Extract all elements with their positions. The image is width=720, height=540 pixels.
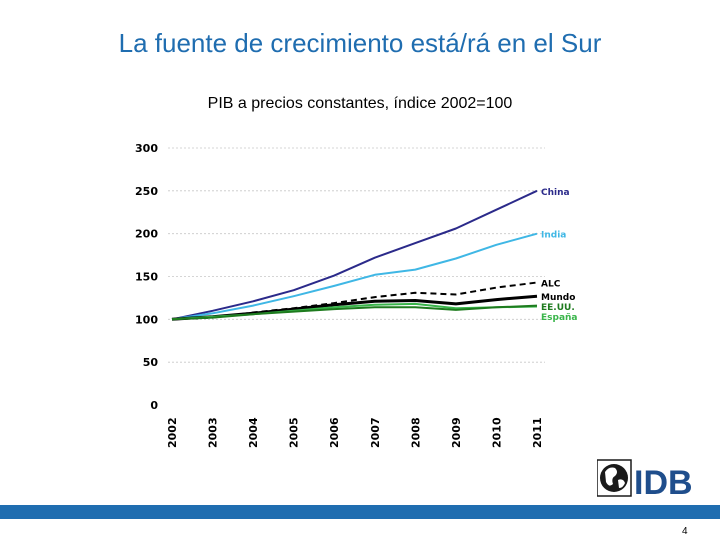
legend-label-mundo: Mundo bbox=[541, 293, 575, 303]
grid-lines bbox=[168, 147, 545, 363]
x-tick-label: 2005 bbox=[288, 417, 301, 448]
footer-bar bbox=[0, 505, 720, 519]
x-tick-label: 2009 bbox=[450, 417, 463, 448]
y-tick-label: 0 bbox=[150, 399, 158, 412]
idb-logo: IDB bbox=[597, 459, 693, 500]
series-line-china bbox=[171, 189, 538, 321]
legend-label-españa: España bbox=[541, 313, 578, 323]
series-lines bbox=[171, 189, 538, 321]
slide-title: La fuente de crecimiento está/rá en el S… bbox=[118, 28, 602, 58]
y-tick-label: 150 bbox=[135, 271, 158, 284]
y-tick-label: 50 bbox=[143, 356, 159, 369]
x-tick-label: 2007 bbox=[369, 417, 382, 448]
y-tick-label: 100 bbox=[135, 313, 158, 326]
y-tick-label: 300 bbox=[135, 142, 158, 155]
continent-icon bbox=[618, 479, 625, 488]
legend-label-india: India bbox=[541, 231, 566, 241]
series-line-india bbox=[171, 232, 538, 321]
series-line-ee-uu bbox=[171, 304, 538, 321]
y-tick-label: 250 bbox=[135, 185, 158, 198]
y-axis-ticks: 0 50 100 150 200 250 300 bbox=[135, 142, 158, 412]
x-tick-label: 2010 bbox=[490, 417, 503, 448]
legend-label-ee-uu: EE.UU. bbox=[541, 303, 575, 313]
chart-title: PIB a precios constantes, índice 2002=10… bbox=[207, 95, 513, 112]
x-tick-label: 2006 bbox=[328, 417, 341, 448]
x-tick-label: 2003 bbox=[207, 417, 220, 448]
x-tick-label: 2008 bbox=[409, 417, 422, 448]
x-tick-label: 2011 bbox=[531, 417, 544, 448]
legend-label-alc: ALC bbox=[541, 279, 561, 289]
continent-icon bbox=[605, 467, 617, 486]
legend-label-china: China bbox=[541, 188, 570, 198]
page-number: 4 bbox=[682, 526, 688, 537]
x-axis-ticks: 2002 2003 2004 2005 2006 2007 2008 2009 2010 2011 bbox=[166, 417, 544, 448]
x-tick-label: 2004 bbox=[247, 417, 260, 448]
x-tick-label: 2002 bbox=[166, 417, 179, 448]
y-tick-label: 200 bbox=[135, 228, 158, 241]
logo-text: IDB bbox=[634, 464, 693, 500]
